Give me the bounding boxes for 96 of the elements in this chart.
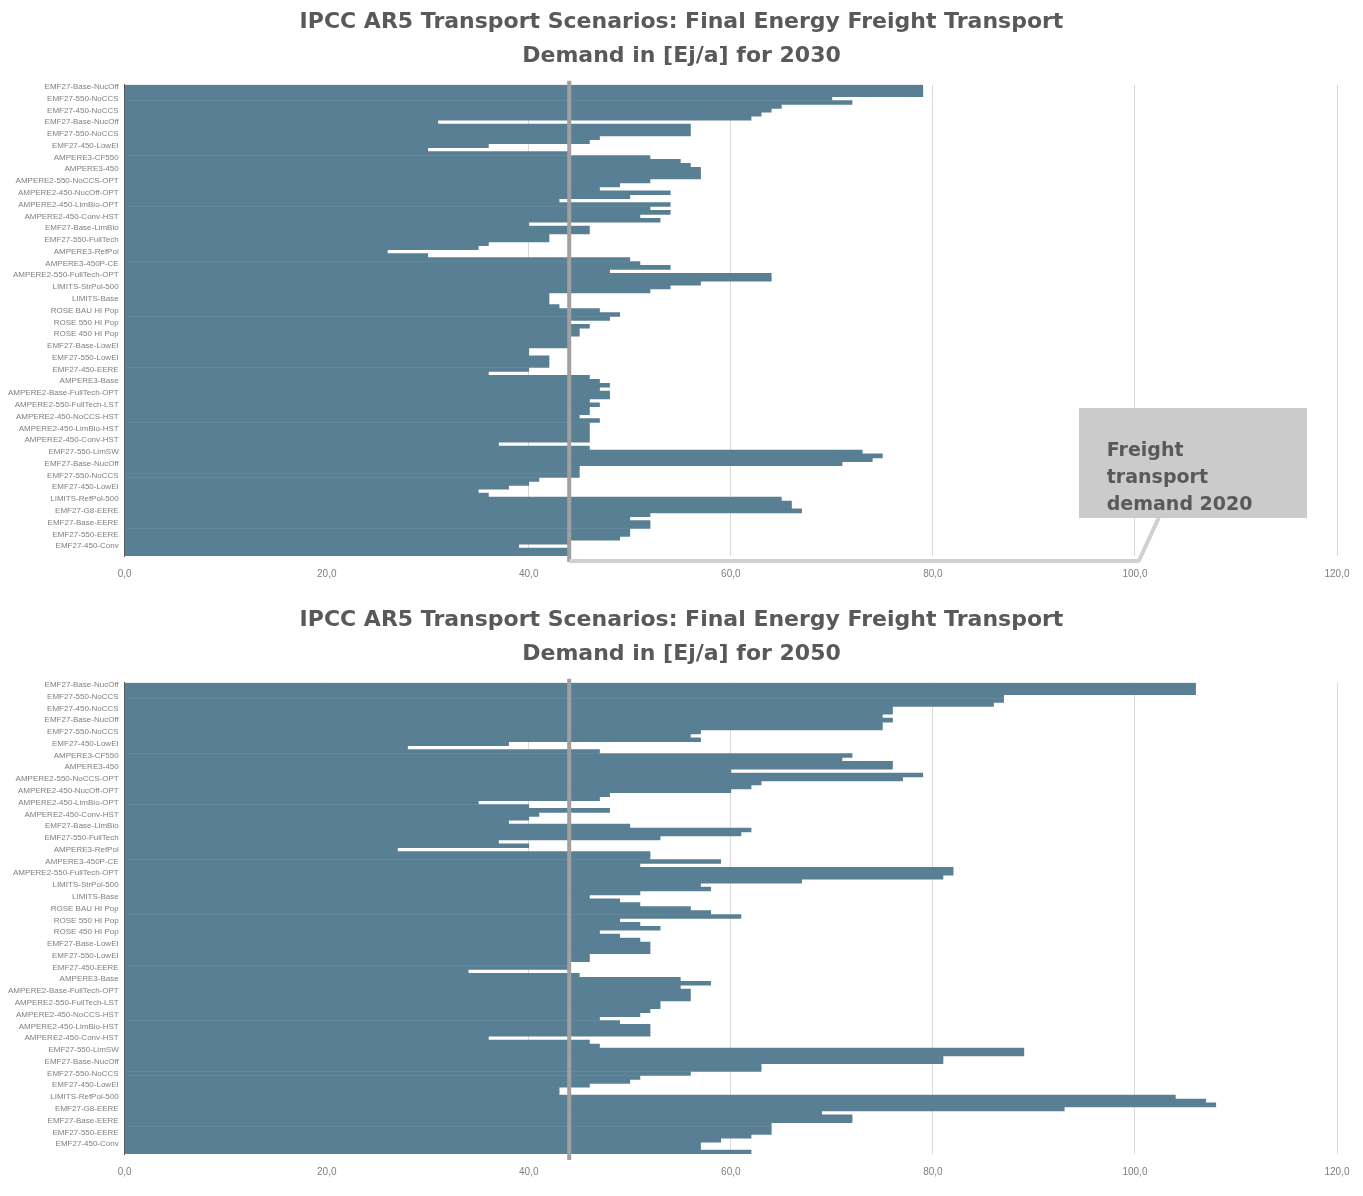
x-tick-label: 40,0 bbox=[519, 1165, 539, 1177]
y-tick-label: EMF27-450-LowEI bbox=[51, 140, 119, 150]
x-tick-label: 20,0 bbox=[317, 1165, 337, 1177]
y-tick-label: EMF27-Base-NucOff bbox=[44, 458, 120, 468]
y-tick-label: AMPERE3-Base bbox=[59, 376, 120, 386]
x-tick-label: 0,0 bbox=[117, 567, 133, 579]
y-tick-label: EMF27-Base-NucOff bbox=[44, 81, 120, 91]
x-tick-label: 100,0 bbox=[1122, 567, 1148, 579]
x-tick-label: 20,0 bbox=[317, 567, 337, 579]
x-tick-label: 120,0 bbox=[1324, 1165, 1350, 1177]
y-tick-label: EMF27-450-EERE bbox=[52, 364, 119, 374]
y-tick-label: AMPERE2-450-LimBio-OPT bbox=[18, 199, 119, 209]
y-tick-label: AMPERE2-550-NoCCS-OPT bbox=[15, 774, 119, 784]
y-tick-label: AMPERE3-CF550 bbox=[53, 750, 120, 760]
y-tick-label: LIMITS-StrPol-500 bbox=[52, 282, 120, 292]
y-tick-label: EMF27-450-Conv bbox=[55, 1139, 119, 1149]
y-tick-label: AMPERE2-550-FullTech-OPT bbox=[12, 270, 119, 280]
y-tick-label: AMPERE3-Base bbox=[59, 974, 120, 984]
y-tick-label: AMPERE2-450-LimBio-HST bbox=[18, 423, 119, 433]
chart-title: IPCC AR5 Transport Scenarios: Final Energy Freight Transport Demand in [Ej/a] for 2050 bbox=[298, 605, 1065, 667]
y-tick-label: EMF27-Base-NucOff bbox=[44, 715, 120, 725]
y-tick-label: EMF27-550-LowEI bbox=[51, 950, 119, 960]
x-tick-label: 40,0 bbox=[519, 567, 539, 579]
y-tick-label: EMF27-450-NoCCS bbox=[47, 703, 119, 713]
y-tick-label: ROSE BAU HI Pop bbox=[50, 305, 120, 315]
y-tick-label: EMF27-Base-NucOff bbox=[44, 1056, 120, 1066]
y-tick-label: EMF27-550-NoCCS bbox=[47, 727, 119, 737]
y-tick-label: AMPERE3-RefPol bbox=[53, 246, 119, 256]
y-tick-label: LIMITS-RefPol-500 bbox=[50, 1092, 120, 1102]
y-tick-label: EMF27-450-NoCCS bbox=[47, 105, 119, 115]
y-tick-label: AMPERE2-450-LimBio-HST bbox=[18, 1021, 119, 1031]
y-tick-label: AMPERE3-RefPol bbox=[53, 844, 119, 854]
y-tick-label: AMPERE3-450P-CE bbox=[45, 258, 119, 268]
y-tick-label: AMPERE2-Base-FullTech-OPT bbox=[7, 986, 119, 996]
x-tick-label: 120,0 bbox=[1324, 567, 1350, 579]
y-tick-label: LIMITS-RefPol-500 bbox=[50, 494, 120, 504]
chart-title: IPCC AR5 Transport Scenarios: Final Energy Freight Transport Demand in [Ej/a] for 2030 bbox=[298, 7, 1065, 69]
y-tick-label: EMF27-450-LowEI bbox=[51, 1080, 119, 1090]
y-tick-label: EMF27-450-LowEI bbox=[51, 738, 119, 748]
y-tick-label: EMF27-450-EERE bbox=[52, 962, 119, 972]
y-tick-label: ROSE BAU HI Pop bbox=[50, 903, 120, 913]
y-tick-label: AMPERE2-450-NoCCS-HST bbox=[15, 1009, 119, 1019]
y-tick-label: AMPERE2-550-FullTech-LST bbox=[14, 998, 119, 1008]
y-tick-label: EMF27-550-NoCCS bbox=[47, 691, 119, 701]
y-tick-label: EMF27-Base-LowEI bbox=[47, 341, 119, 351]
y-tick-label: AMPERE2-550-NoCCS-OPT bbox=[15, 176, 119, 186]
x-tick-label: 60,0 bbox=[721, 1165, 742, 1177]
y-tick-label: EMF27-550-EERE bbox=[52, 529, 119, 539]
y-tick-label: AMPERE2-450-Conv-HST bbox=[24, 1033, 119, 1043]
y-tick-label: AMPERE2-450-NoCCS-HST bbox=[15, 411, 119, 421]
y-tick-label: ROSE 450 HI Pop bbox=[53, 329, 120, 339]
y-tick-label: EMF27-G8-EERE bbox=[55, 1104, 119, 1114]
y-tick-label: EMF27-Base-LowEI bbox=[47, 939, 119, 949]
y-tick-label: AMPERE2-450-LimBio-OPT bbox=[18, 797, 119, 807]
y-tick-label: LIMITS-Base bbox=[72, 892, 120, 902]
x-tick-label: 100,0 bbox=[1122, 1165, 1148, 1177]
y-tick-label: AMPERE2-550-FullTech-OPT bbox=[12, 868, 119, 878]
y-tick-label: AMPERE2-450-Conv-HST bbox=[24, 435, 119, 445]
x-tick-label: 60,0 bbox=[721, 567, 742, 579]
y-tick-label: EMF27-Base-LimBio bbox=[44, 821, 120, 831]
y-tick-label: EMF27-550-LimSW bbox=[48, 1045, 120, 1055]
y-tick-label: EMF27-550-NoCCS bbox=[47, 470, 119, 480]
x-tick-label: 80,0 bbox=[923, 1165, 944, 1177]
y-tick-label: EMF27-Base-EERE bbox=[47, 517, 119, 527]
y-tick-label: LIMITS-StrPol-500 bbox=[52, 880, 120, 890]
y-tick-label: EMF27-550-EERE bbox=[52, 1127, 119, 1137]
y-tick-label: AMPERE3-CF550 bbox=[53, 152, 120, 162]
y-tick-label: EMF27-550-NoCCS bbox=[47, 1068, 119, 1078]
y-tick-label: AMPERE2-450-NucOff-OPT bbox=[17, 187, 119, 197]
y-tick-label: EMF27-550-LowEI bbox=[51, 352, 119, 362]
y-tick-label: EMF27-550-NoCCS bbox=[47, 93, 119, 103]
y-tick-label: ROSE 450 HI Pop bbox=[53, 927, 120, 937]
x-tick-label: 80,0 bbox=[923, 567, 944, 579]
y-tick-label: LIMITS-Base bbox=[72, 294, 120, 304]
y-tick-label: AMPERE2-450-Conv-HST bbox=[24, 211, 119, 221]
y-tick-label: EMF27-Base-LimBio bbox=[44, 223, 120, 233]
y-tick-label: EMF27-Base-NucOff bbox=[44, 679, 120, 689]
y-tick-label: EMF27-450-Conv bbox=[55, 541, 119, 551]
y-tick-label: AMPERE3-450 bbox=[64, 164, 120, 174]
y-tick-label: AMPERE2-Base-FullTech-OPT bbox=[7, 388, 119, 398]
y-tick-label: AMPERE3-450 bbox=[64, 762, 120, 772]
y-tick-label: AMPERE2-450-Conv-HST bbox=[24, 809, 119, 819]
y-tick-label: EMF27-550-FullTech bbox=[44, 833, 119, 843]
y-tick-label: AMPERE2-450-NucOff-OPT bbox=[17, 785, 119, 795]
y-tick-label: EMF27-550-LimSW bbox=[48, 447, 120, 457]
y-tick-label: EMF27-G8-EERE bbox=[55, 506, 119, 516]
y-tick-label: EMF27-Base-EERE bbox=[47, 1115, 119, 1125]
y-tick-label: ROSE 550 HI Pop bbox=[53, 915, 120, 925]
y-tick-label: ROSE 550 HI Pop bbox=[53, 317, 120, 327]
x-tick-label: 0,0 bbox=[117, 1165, 133, 1177]
y-tick-label: EMF27-450-LowEI bbox=[51, 482, 119, 492]
y-tick-label: EMF27-550-NoCCS bbox=[47, 129, 119, 139]
y-tick-label: AMPERE2-550-FullTech-LST bbox=[14, 400, 119, 410]
y-tick-label: EMF27-550-FullTech bbox=[44, 235, 119, 245]
y-tick-label: EMF27-Base-NucOff bbox=[44, 117, 120, 127]
y-tick-label: AMPERE3-450P-CE bbox=[45, 856, 119, 866]
